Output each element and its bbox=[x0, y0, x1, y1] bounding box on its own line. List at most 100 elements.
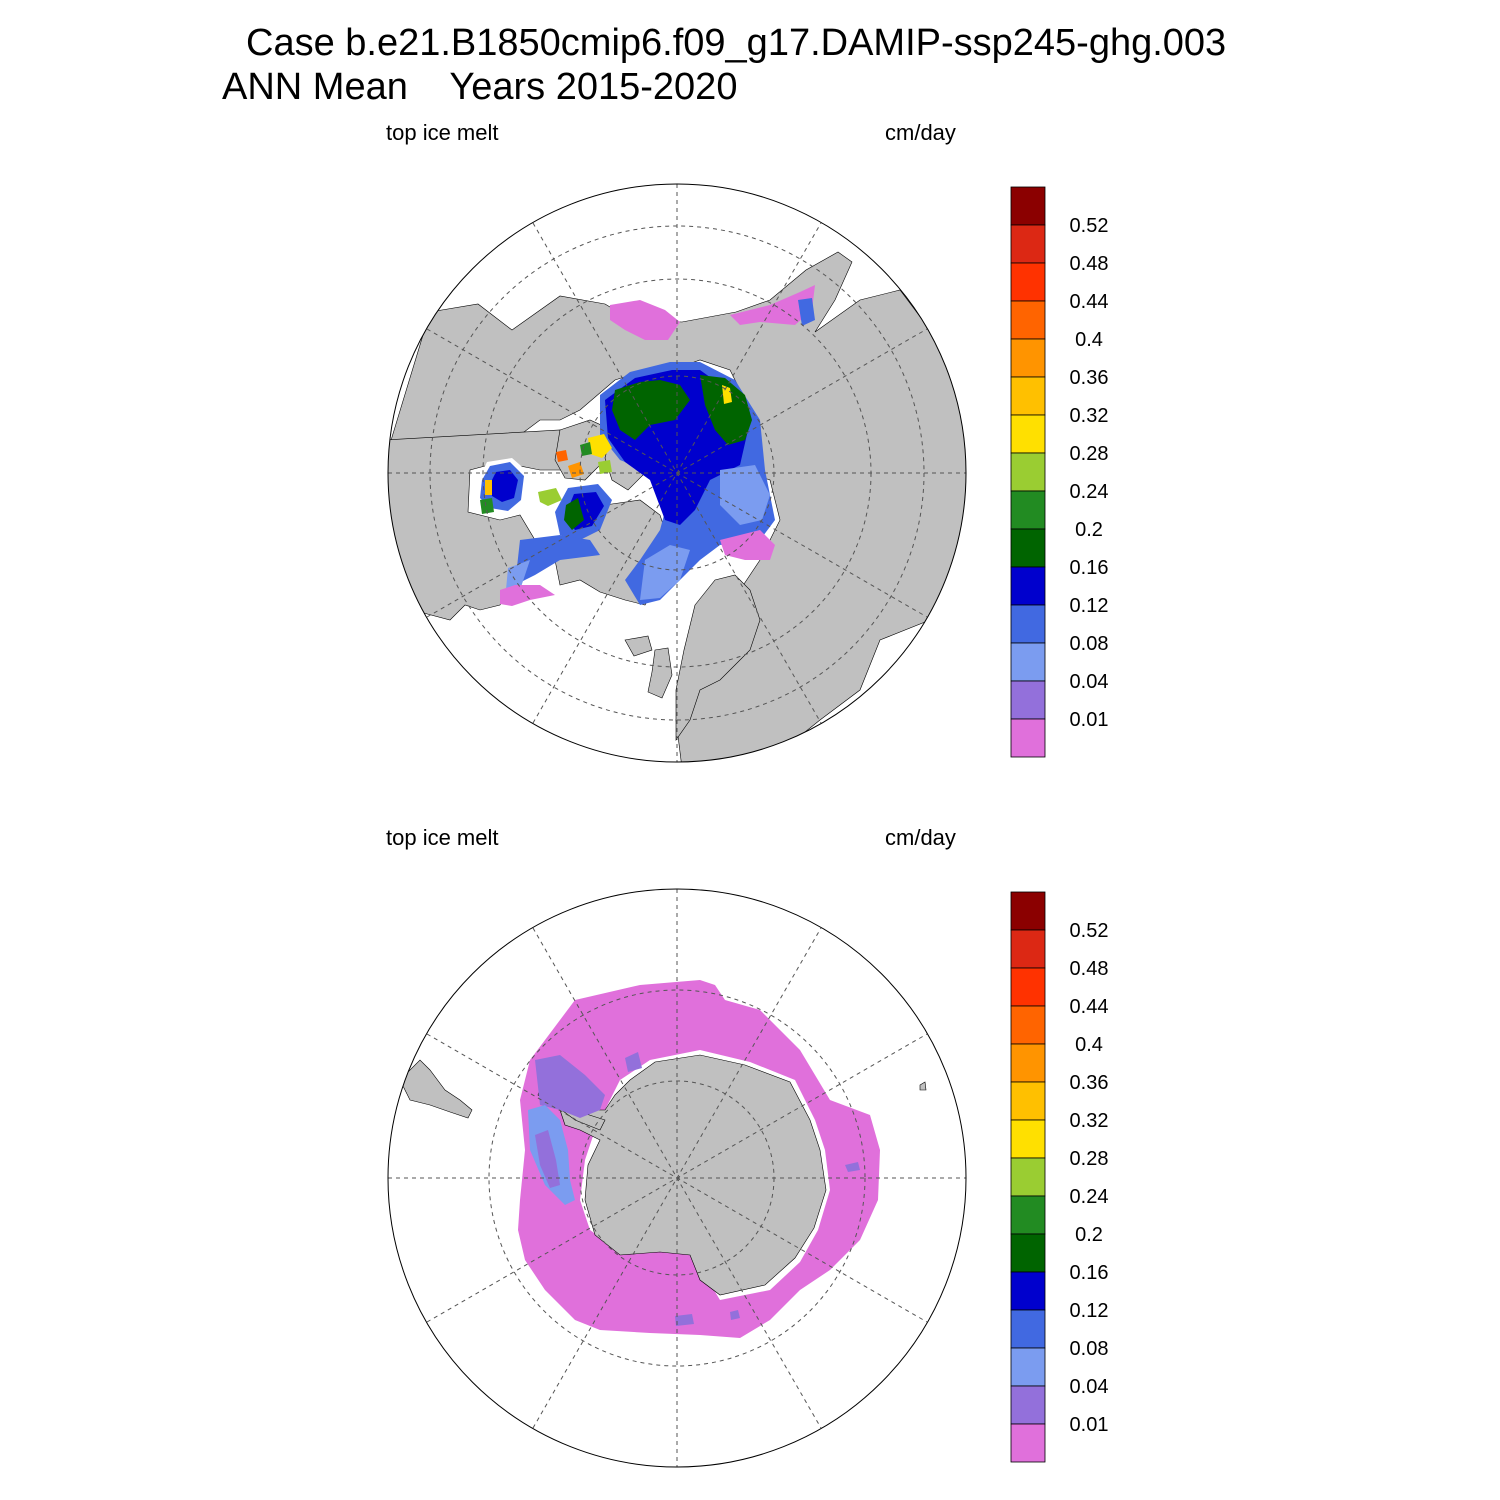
sh-colorbar-box bbox=[1010, 1423, 1046, 1463]
sh-graticule bbox=[388, 889, 966, 1467]
sh-colorbar-tick-label: 0.28 bbox=[1070, 1148, 1109, 1170]
sh-colorbar-tick-label: 0.2 bbox=[1075, 1224, 1103, 1246]
sh-colorbar-box bbox=[1010, 1043, 1046, 1083]
sh-colorbar-box bbox=[1010, 891, 1046, 931]
sh-colorbar-tick-label: 0.08 bbox=[1070, 1338, 1109, 1360]
nh-colorbar-box bbox=[1010, 300, 1046, 340]
nh-colorbar-box bbox=[1010, 604, 1046, 644]
sh-weddell-sea-ice-2 bbox=[625, 1052, 642, 1072]
nh-colorbar-tick-label: 0.08 bbox=[1070, 633, 1109, 655]
nh-barents-margin bbox=[640, 545, 690, 600]
sh-land-antarctica bbox=[559, 1054, 827, 1296]
nh-colorbar-tick-label: 0.04 bbox=[1070, 671, 1109, 693]
nh-colorbar-box bbox=[1010, 566, 1046, 606]
nh-okhotsk-sea-ice bbox=[730, 285, 815, 325]
nh-colorbar-tick-label: 0.16 bbox=[1070, 557, 1109, 579]
sh-colorbar-box bbox=[1010, 929, 1046, 969]
nh-colorbar-box bbox=[1010, 376, 1046, 416]
nh-archipelago-orange bbox=[568, 462, 584, 478]
nh-bering-sea-ice bbox=[610, 300, 680, 340]
sh-colorbar-tick-label: 0.24 bbox=[1070, 1186, 1109, 1208]
nh-foxe-basin-ice bbox=[538, 488, 562, 506]
nh-map-panel bbox=[387, 183, 967, 763]
sh-colorbar-tick-label: 0.44 bbox=[1070, 996, 1109, 1018]
sh-colorbar-box bbox=[1010, 1195, 1046, 1235]
nh-hudson-bay-ice-edge bbox=[480, 498, 494, 514]
nh-colorbar-box bbox=[1010, 338, 1046, 378]
sh-sea-ice-ring bbox=[518, 980, 880, 1338]
nh-colorbar-tick-label: 0.52 bbox=[1070, 215, 1109, 237]
sh-hemisphere-name: Southern Hemisphere bbox=[0, 2, 10, 3]
nh-colorbar-tick-label: 0.01 bbox=[1070, 709, 1109, 731]
nh-colorbar-box bbox=[1010, 490, 1046, 530]
sh-colorbar-box bbox=[1010, 1347, 1046, 1387]
nh-colorbar-tick-label: 0.36 bbox=[1070, 367, 1109, 389]
sh-colorbar-box bbox=[1010, 1309, 1046, 1349]
nh-colorbar-box bbox=[1010, 224, 1046, 264]
sh-map-panel bbox=[387, 888, 967, 1468]
nh-colorbar-box bbox=[1010, 186, 1046, 226]
nh-colorbar-tick-label: 0.48 bbox=[1070, 253, 1109, 275]
nh-map-border bbox=[387, 183, 967, 763]
sh-colorbar-box bbox=[1010, 1271, 1046, 1311]
figure-title-line1: Case b.e21.B1850cmip6.f09_g17.DAMIP-ssp2… bbox=[246, 22, 1227, 64]
nh-colorbar-tick-label: 0.12 bbox=[1070, 595, 1109, 617]
nh-colorbar: 0.52 0.48 0.44 0.4 0.36 0.32 0.28 0.24 0.2 0.16 0.… bbox=[1010, 186, 1109, 758]
years-label: Years 2015-2020 bbox=[449, 66, 738, 108]
sh-colorbar-box bbox=[1010, 967, 1046, 1007]
sh-colorbar-tick-label: 0.52 bbox=[1070, 920, 1109, 942]
nh-colorbar-box bbox=[1010, 680, 1046, 720]
figure-title-line2: ANN Mean Years 2015-2020 bbox=[222, 68, 737, 106]
sh-colorbar-box bbox=[1010, 1233, 1046, 1273]
nh-kara-margin bbox=[720, 465, 770, 525]
nh-barents-pink bbox=[720, 530, 775, 560]
sh-colorbar-box bbox=[1010, 1005, 1046, 1045]
nh-archipelago-lime bbox=[598, 460, 612, 474]
sh-land-island bbox=[919, 1081, 927, 1091]
sh-colorbar-tick-label: 0.4 bbox=[1075, 1034, 1103, 1056]
sh-colorbar-tick-label: 0.16 bbox=[1070, 1262, 1109, 1284]
sh-land-south-america bbox=[399, 1059, 473, 1119]
nh-colorbar-tick-label: 0.44 bbox=[1070, 291, 1109, 313]
sh-colorbar-tick-label: 0.01 bbox=[1070, 1414, 1109, 1436]
season-label: ANN Mean bbox=[222, 66, 408, 108]
nh-labrador-margin-outer bbox=[515, 535, 600, 585]
nh-colorbar-tick-label: 0.4 bbox=[1075, 329, 1103, 351]
nh-archipelago-yellow bbox=[588, 434, 612, 458]
nh-land-iceland bbox=[624, 635, 653, 657]
nh-variable-label: top ice melt bbox=[386, 120, 499, 145]
sh-variable-label: top ice melt bbox=[386, 825, 499, 850]
nh-colorbar-box bbox=[1010, 642, 1046, 682]
nh-colorbar-tick-label: 0.28 bbox=[1070, 443, 1109, 465]
nh-colorbar-box bbox=[1010, 262, 1046, 302]
sh-colorbar-tick-label: 0.12 bbox=[1070, 1300, 1109, 1322]
sh-colorbar-tick-label: 0.48 bbox=[1070, 958, 1109, 980]
nh-colorbar-box bbox=[1010, 528, 1046, 568]
nh-archipelago-red bbox=[556, 450, 568, 462]
nh-hudson-bay-ice-core bbox=[490, 470, 518, 502]
sh-map-border bbox=[387, 888, 967, 1468]
nh-land-uk bbox=[647, 647, 673, 699]
nh-baffin-bay-ice-green bbox=[564, 498, 584, 530]
nh-graticule bbox=[388, 184, 966, 762]
nh-colorbar-box bbox=[1010, 414, 1046, 454]
sh-colorbar: 0.52 0.48 0.44 0.4 0.36 0.32 0.28 0.24 0.2 0.16 0.… bbox=[1010, 891, 1109, 1463]
sh-weddell-sea-ice bbox=[535, 1055, 605, 1118]
sh-colorbar-box bbox=[1010, 1157, 1046, 1197]
sh-ross-sea-patch-2 bbox=[730, 1310, 740, 1320]
nh-hudson-bay-ice-edge2 bbox=[485, 480, 492, 495]
nh-colorbar-tick-label: 0.2 bbox=[1075, 519, 1103, 541]
sh-colorbar-box bbox=[1010, 1119, 1046, 1159]
nh-colorbar-box bbox=[1010, 718, 1046, 758]
sh-colorbar-box bbox=[1010, 1081, 1046, 1121]
nh-units-label: cm/day bbox=[885, 120, 956, 145]
sh-peninsula-west-purple bbox=[535, 1130, 560, 1188]
nh-colorbar-box bbox=[1010, 452, 1046, 492]
sh-amundsen-patch bbox=[845, 1162, 860, 1172]
sh-colorbar-box bbox=[1010, 1385, 1046, 1425]
sh-colorbar-tick-label: 0.04 bbox=[1070, 1376, 1109, 1398]
nh-colorbar-tick-label: 0.32 bbox=[1070, 405, 1109, 427]
sh-ross-sea-patch bbox=[675, 1314, 694, 1326]
nh-colorbar-tick-label: 0.24 bbox=[1070, 481, 1109, 503]
